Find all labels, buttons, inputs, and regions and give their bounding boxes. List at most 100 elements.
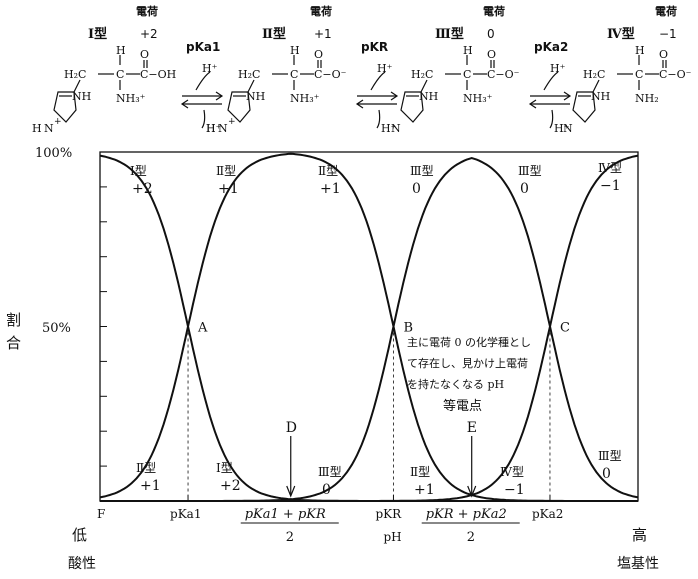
atom-c: C xyxy=(463,68,471,81)
atom-ring-n: N xyxy=(44,122,54,135)
curve-arrow xyxy=(376,109,381,129)
top-series-name: Ⅱ型 xyxy=(216,164,236,178)
form-charge: +1 xyxy=(314,27,332,41)
species-form: 電荷 Ⅲ型 0 H H₂C C C−O⁻ O NH₃⁺ NH N xyxy=(391,4,520,135)
proton-bottom: H⁺ xyxy=(381,122,397,135)
atom-carboxyl: C−OH xyxy=(140,68,176,81)
crossing-label: B xyxy=(403,321,413,336)
bottom-series-name: Ⅲ型 xyxy=(598,449,622,463)
top-series-charge: +1 xyxy=(320,181,341,197)
double-arrow xyxy=(528,71,572,129)
bottom-series-name: Ⅱ型 xyxy=(410,465,430,479)
top-series-name: Ⅰ型 xyxy=(130,164,147,178)
arrow-head xyxy=(528,99,537,109)
isoelectric-label: 等電点 xyxy=(443,398,482,414)
top-series-charge: 0 xyxy=(412,181,421,197)
atom-o: O xyxy=(659,48,668,61)
charge-heading: 電荷 xyxy=(310,4,332,18)
atom-amino: NH₃⁺ xyxy=(290,92,320,105)
atom-ring-nh: NH xyxy=(591,90,610,103)
annotation-line: 主に電荷 0 の化学種とし xyxy=(407,335,531,349)
basic-label: 塩基性 xyxy=(617,555,659,572)
top-series-name: Ⅳ型 xyxy=(598,161,622,175)
bottom-series-charge: 0 xyxy=(602,466,611,482)
x-tick-label: pKa2 xyxy=(532,507,563,521)
top-series-name: Ⅱ型 xyxy=(318,164,338,178)
proton-top: H⁺ xyxy=(377,62,393,75)
ring-charge: + xyxy=(228,117,236,127)
top-series-name: Ⅲ型 xyxy=(410,164,434,178)
bottom-series-name: Ⅱ型 xyxy=(136,461,156,475)
marker-arrow-head xyxy=(286,485,296,498)
curve-arrow xyxy=(543,71,559,91)
equilibrium: pKR H⁺ H⁺ xyxy=(355,40,399,135)
atom-carboxyl: C−O⁻ xyxy=(314,68,347,81)
form-name: Ⅱ型 xyxy=(262,26,286,42)
atom-amino: NH₃⁺ xyxy=(116,92,146,105)
atom-c: C xyxy=(116,68,124,81)
curve-form3 xyxy=(100,156,639,502)
y-tick-label-100: 100% xyxy=(35,146,72,161)
double-arrow xyxy=(355,71,399,129)
atom-ring-nh: NH xyxy=(419,90,438,103)
imidazole-ring xyxy=(227,91,251,123)
crossing-label: C xyxy=(560,321,570,336)
equilibrium-label: pKa2 xyxy=(534,40,568,54)
form-charge: −1 xyxy=(659,27,677,41)
curve-arrow xyxy=(201,109,206,129)
x-tick-label: pKR xyxy=(375,507,402,521)
structure-skeleton xyxy=(400,55,495,123)
arrow-head xyxy=(215,91,224,101)
atom-ch2: H₂C xyxy=(583,68,605,81)
bottom-series-charge: +1 xyxy=(414,482,435,498)
species-form: 電荷 Ⅰ型 +2 H H₂C C C−OH O NH₃⁺ NH N + H xyxy=(32,4,176,135)
imidazole-ring xyxy=(53,91,77,123)
equilibrium: pKa2 H⁺ H⁺ xyxy=(528,40,572,135)
plot-frame xyxy=(99,151,639,502)
fraction-denominator: 2 xyxy=(467,530,475,545)
charge-heading: 電荷 xyxy=(483,4,505,18)
atom-h: H xyxy=(463,44,473,57)
fraction-denominator: 2 xyxy=(286,530,294,545)
atom-ch2: H₂C xyxy=(64,68,86,81)
low-label: 低 xyxy=(72,526,87,544)
atom-h: H xyxy=(635,44,645,57)
form-name: Ⅳ型 xyxy=(607,26,635,42)
curve-form4 xyxy=(100,154,639,502)
curve-arrow xyxy=(370,71,386,91)
annotation-line: て存在し、見かけ上電荷 xyxy=(407,356,528,370)
atom-ring-n: N xyxy=(391,122,401,135)
atom-ring-h: H xyxy=(32,122,42,135)
marker-label: E xyxy=(467,420,477,436)
atom-ch2: H₂C xyxy=(238,68,260,81)
top-series-charge: +2 xyxy=(132,181,153,197)
fraction-numerator: pKR + pKa2 xyxy=(426,507,507,522)
top-series-charge: −1 xyxy=(600,178,621,194)
proton-top: H⁺ xyxy=(550,62,566,75)
atom-carboxyl: C−O⁻ xyxy=(487,68,520,81)
bottom-series-name: Ⅳ型 xyxy=(500,465,524,479)
equilibrium-label: pKa1 xyxy=(186,40,220,54)
arrow-head xyxy=(390,91,399,101)
atom-o: O xyxy=(140,48,149,61)
acidic-label: 酸性 xyxy=(68,556,96,572)
atom-carboxyl: C−O⁻ xyxy=(659,68,692,81)
atom-ring-n: N xyxy=(563,122,573,135)
proton-bottom: H⁺ xyxy=(206,122,222,135)
arrow-head xyxy=(563,91,572,101)
atom-h: H xyxy=(116,44,126,57)
imidazole-ring xyxy=(572,91,596,123)
arrow-head xyxy=(355,99,364,109)
species-form: 電荷 Ⅳ型 −1 H H₂C C C−O⁻ O NH₂ NH N xyxy=(563,4,692,135)
atom-ring-h: H xyxy=(206,122,216,135)
charge-heading: 電荷 xyxy=(136,4,158,18)
high-label: 高 xyxy=(632,526,647,544)
curves xyxy=(99,152,639,502)
atom-h: H xyxy=(290,44,300,57)
top-series-charge: 0 xyxy=(520,181,529,197)
bottom-series-charge: −1 xyxy=(504,482,525,498)
